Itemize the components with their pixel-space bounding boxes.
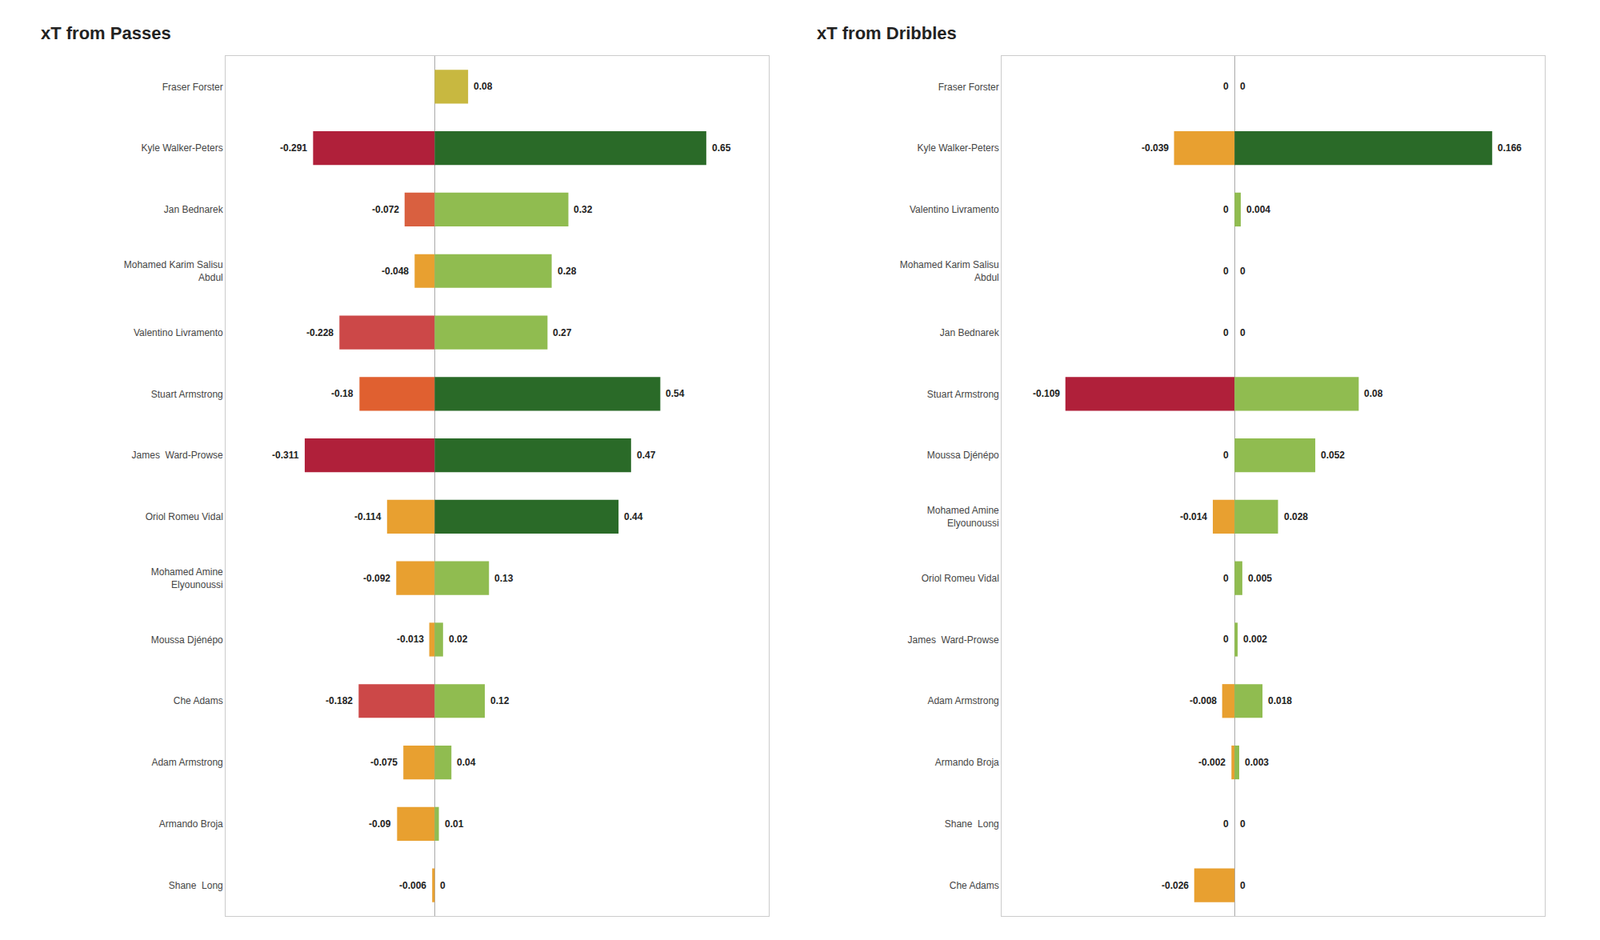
svg-text:-0.039: -0.039 bbox=[1141, 142, 1169, 154]
svg-text:-0.109: -0.109 bbox=[1032, 388, 1060, 400]
svg-text:James Ward-Prowse: James Ward-Prowse bbox=[132, 449, 224, 461]
svg-text:-0.114: -0.114 bbox=[354, 511, 382, 523]
svg-text:Mohamed Karim SalisuAbdul: Mohamed Karim SalisuAbdul bbox=[900, 259, 1000, 284]
svg-text:0: 0 bbox=[1240, 327, 1246, 339]
svg-text:0: 0 bbox=[1223, 449, 1229, 461]
svg-text:Shane Long: Shane Long bbox=[168, 880, 224, 892]
svg-text:Kyle Walker-Peters: Kyle Walker-Peters bbox=[917, 142, 1000, 154]
svg-text:-0.291: -0.291 bbox=[280, 142, 308, 154]
svg-text:-0.014: -0.014 bbox=[1180, 511, 1208, 523]
svg-text:Stuart Armstrong: Stuart Armstrong bbox=[927, 388, 1000, 400]
svg-text:0.02: 0.02 bbox=[448, 633, 468, 645]
svg-text:0: 0 bbox=[1240, 80, 1246, 92]
svg-text:0.08: 0.08 bbox=[473, 80, 493, 92]
svg-text:Armando Broja: Armando Broja bbox=[935, 756, 1000, 768]
svg-text:0.005: 0.005 bbox=[1248, 572, 1272, 584]
svg-text:-0.048: -0.048 bbox=[381, 265, 409, 277]
svg-text:xT from Dribbles: xT from Dribbles bbox=[816, 23, 957, 44]
svg-text:-0.09: -0.09 bbox=[368, 818, 392, 830]
svg-text:Fraser Forster: Fraser Forster bbox=[162, 81, 224, 93]
svg-text:0.27: 0.27 bbox=[552, 327, 572, 339]
svg-text:0: 0 bbox=[1223, 572, 1229, 584]
svg-text:0: 0 bbox=[1223, 80, 1229, 92]
svg-text:0.166: 0.166 bbox=[1497, 142, 1522, 154]
svg-text:Valentino Livramento: Valentino Livramento bbox=[909, 204, 1000, 216]
svg-text:0.028: 0.028 bbox=[1284, 511, 1308, 523]
svg-text:0: 0 bbox=[1223, 204, 1229, 216]
svg-text:-0.092: -0.092 bbox=[363, 572, 391, 584]
svg-text:-0.18: -0.18 bbox=[331, 388, 354, 400]
svg-text:0.13: 0.13 bbox=[494, 572, 514, 584]
svg-text:-0.072: -0.072 bbox=[372, 204, 400, 216]
svg-text:Valentino Livramento: Valentino Livramento bbox=[133, 327, 224, 339]
svg-text:0: 0 bbox=[1240, 265, 1246, 277]
svg-text:-0.075: -0.075 bbox=[370, 756, 398, 768]
svg-text:Mohamed Karim SalisuAbdul: Mohamed Karim SalisuAbdul bbox=[124, 259, 224, 284]
svg-text:0.65: 0.65 bbox=[712, 142, 732, 154]
svg-text:-0.013: -0.013 bbox=[396, 633, 424, 645]
svg-text:0.04: 0.04 bbox=[456, 756, 476, 768]
svg-text:0.004: 0.004 bbox=[1246, 204, 1271, 216]
svg-text:Moussa Djénépo: Moussa Djénépo bbox=[151, 634, 224, 646]
svg-text:Kyle Walker-Peters: Kyle Walker-Peters bbox=[141, 142, 224, 154]
svg-text:0: 0 bbox=[1223, 265, 1229, 277]
svg-text:Moussa Djénépo: Moussa Djénépo bbox=[927, 449, 1000, 461]
svg-text:0: 0 bbox=[1240, 880, 1246, 892]
svg-text:James Ward-Prowse: James Ward-Prowse bbox=[908, 634, 1000, 646]
svg-text:Oriol Romeu Vidal: Oriol Romeu Vidal bbox=[921, 572, 1000, 584]
svg-text:-0.228: -0.228 bbox=[306, 327, 334, 339]
svg-text:-0.311: -0.311 bbox=[272, 449, 300, 461]
svg-text:-0.182: -0.182 bbox=[325, 695, 353, 707]
svg-text:0.28: 0.28 bbox=[557, 265, 577, 277]
svg-text:-0.008: -0.008 bbox=[1189, 695, 1217, 707]
svg-text:Che Adams: Che Adams bbox=[173, 695, 224, 707]
svg-text:Fraser Forster: Fraser Forster bbox=[938, 81, 1000, 93]
svg-text:Adam Armstrong: Adam Armstrong bbox=[927, 695, 999, 707]
svg-text:0.44: 0.44 bbox=[624, 511, 644, 523]
svg-text:Jan Bednarek: Jan Bednarek bbox=[940, 327, 1000, 339]
svg-text:0.003: 0.003 bbox=[1244, 756, 1269, 768]
svg-text:0: 0 bbox=[1223, 633, 1229, 645]
svg-text:0: 0 bbox=[1240, 818, 1246, 830]
svg-text:0.018: 0.018 bbox=[1268, 695, 1292, 707]
svg-text:xT from Passes: xT from Passes bbox=[40, 23, 172, 44]
svg-text:Shane Long: Shane Long bbox=[944, 818, 1000, 830]
svg-text:Jan Bednarek: Jan Bednarek bbox=[164, 204, 224, 216]
svg-text:0.002: 0.002 bbox=[1243, 633, 1268, 645]
svg-text:0: 0 bbox=[440, 880, 446, 892]
svg-text:0.052: 0.052 bbox=[1320, 449, 1345, 461]
svg-text:-0.006: -0.006 bbox=[399, 880, 427, 892]
svg-text:Stuart Armstrong: Stuart Armstrong bbox=[151, 388, 224, 400]
svg-text:0.12: 0.12 bbox=[490, 695, 510, 707]
svg-text:Mohamed AmineElyounoussi: Mohamed AmineElyounoussi bbox=[151, 566, 224, 591]
svg-text:0: 0 bbox=[1223, 818, 1229, 830]
svg-text:0.08: 0.08 bbox=[1364, 388, 1384, 400]
svg-text:0: 0 bbox=[1223, 327, 1229, 339]
svg-text:Mohamed AmineElyounoussi: Mohamed AmineElyounoussi bbox=[927, 504, 1000, 529]
svg-text:Armando Broja: Armando Broja bbox=[159, 818, 224, 830]
svg-text:0.47: 0.47 bbox=[636, 449, 656, 461]
svg-text:0.01: 0.01 bbox=[444, 818, 464, 830]
svg-text:Oriol Romeu Vidal: Oriol Romeu Vidal bbox=[145, 511, 224, 523]
svg-text:-0.026: -0.026 bbox=[1161, 880, 1189, 892]
svg-text:Che Adams: Che Adams bbox=[949, 880, 1000, 892]
svg-text:Adam Armstrong: Adam Armstrong bbox=[151, 756, 223, 768]
svg-text:0.32: 0.32 bbox=[573, 204, 593, 216]
svg-text:0.54: 0.54 bbox=[665, 388, 685, 400]
svg-text:-0.002: -0.002 bbox=[1198, 756, 1226, 768]
